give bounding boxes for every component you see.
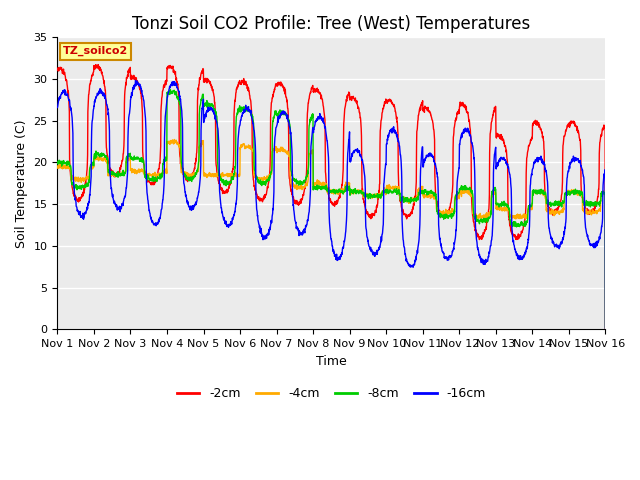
Legend: -2cm, -4cm, -8cm, -16cm: -2cm, -4cm, -8cm, -16cm <box>172 382 491 405</box>
X-axis label: Time: Time <box>316 355 347 368</box>
Title: Tonzi Soil CO2 Profile: Tree (West) Temperatures: Tonzi Soil CO2 Profile: Tree (West) Temp… <box>132 15 531 33</box>
Text: TZ_soilco2: TZ_soilco2 <box>63 46 128 56</box>
Y-axis label: Soil Temperature (C): Soil Temperature (C) <box>15 119 28 248</box>
